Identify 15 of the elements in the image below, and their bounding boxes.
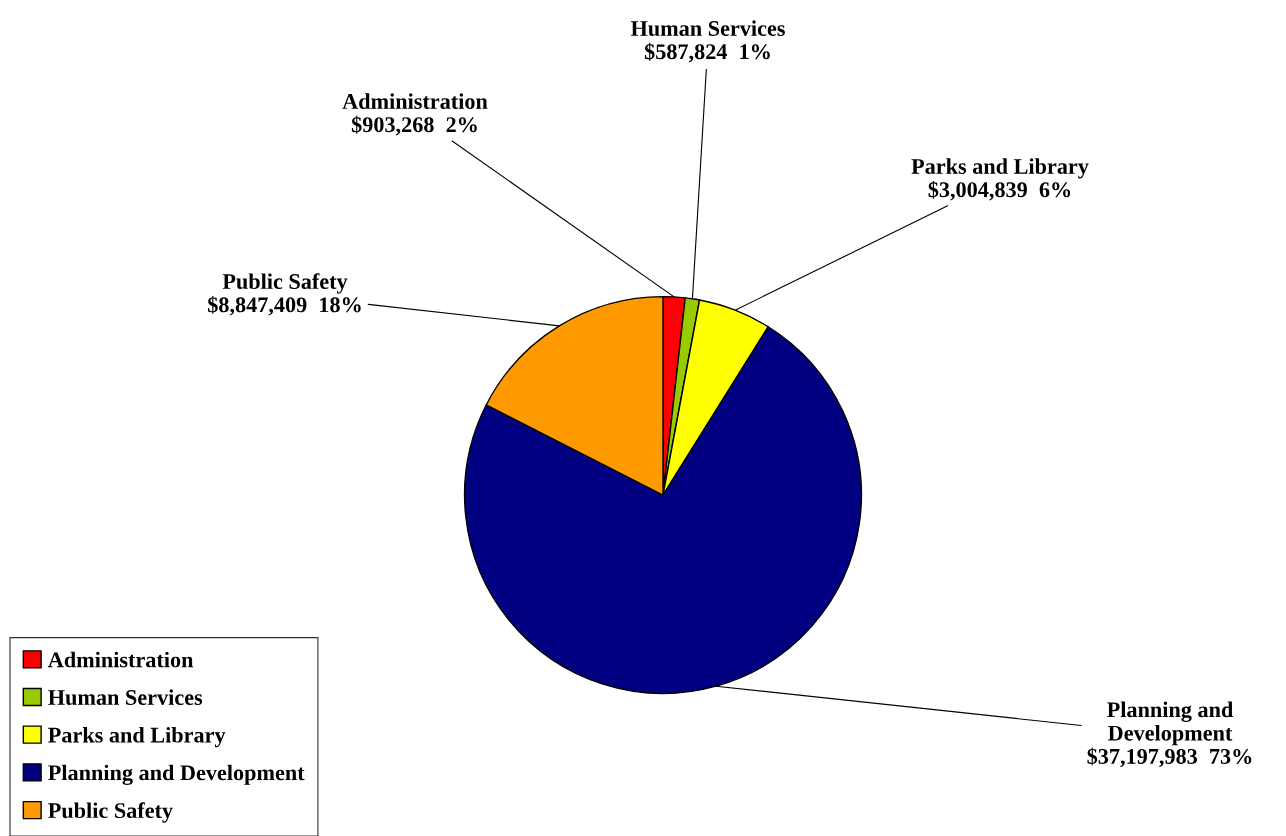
slice-label: Human Services [630, 20, 785, 36]
data-label: $587,824 1% [644, 42, 770, 63]
slice-label: Administration [342, 93, 488, 109]
data-label: $3,004,839 6% [928, 180, 1071, 201]
slice-label: Planning and Development [1107, 701, 1234, 746]
legend-label: Administration [48, 651, 194, 668]
data-label: $8,847,409 18% [208, 296, 361, 316]
legend-label: Planning and Development [48, 764, 305, 785]
data-label: $903,268 2% [351, 115, 477, 136]
legend-label: Parks and Library [48, 726, 226, 748]
legend-label: Public Safety [48, 802, 173, 823]
slice-label: Public Safety [222, 273, 348, 294]
legend-label: Human Services [48, 689, 203, 706]
data-label: $37,197,983 73% [1087, 747, 1252, 768]
slice-label: Parks and Library [911, 158, 1089, 179]
